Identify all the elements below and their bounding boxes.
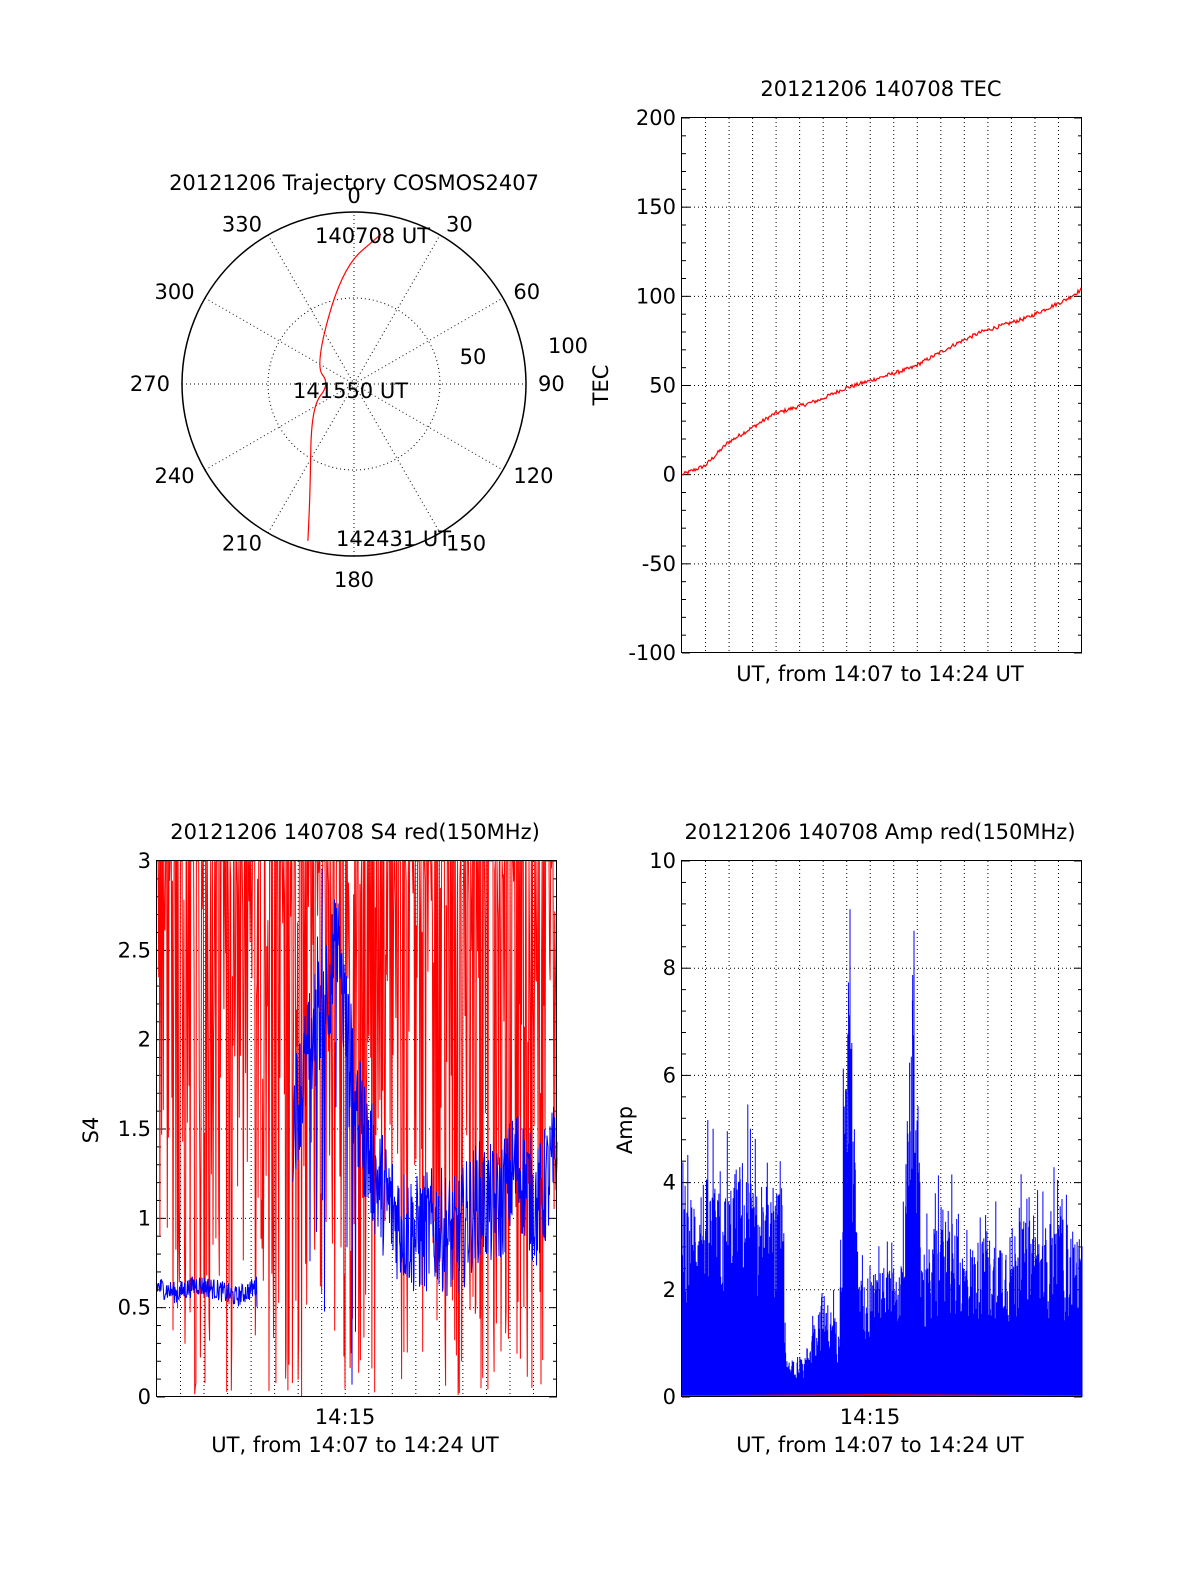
y-tick-label-1: 8: [663, 956, 676, 980]
amp-red-line: [681, 1394, 1083, 1397]
s4-y-tick-labels: 3 2.5 2 1.5 1 0.5 0: [118, 849, 151, 1409]
angle-label-300: 300: [155, 280, 195, 304]
angle-label-150: 150: [446, 531, 486, 555]
y-tick-label-3: 50: [649, 374, 676, 398]
polar-grid: [181, 211, 527, 557]
amp-blue-line: [681, 909, 1083, 1398]
angle-label-330: 330: [222, 213, 262, 237]
s4-blue-line: [156, 868, 558, 1385]
y-tick-label-5: 0.5: [118, 1296, 151, 1320]
y-tick-label-6: -100: [628, 641, 676, 665]
amp-chart: 20121206 140708 Amp red(150MHz) 1086420 …: [613, 820, 1083, 1457]
angle-label-180: 180: [334, 568, 374, 592]
y-tick-label-5: -50: [642, 552, 676, 576]
radial-label-50: 50: [460, 345, 487, 369]
amp-x-tick-label: 14:15: [840, 1405, 901, 1429]
y-tick-label-0: 3: [138, 849, 151, 873]
trajectory-end-annotation: 142431 UT: [336, 527, 451, 551]
amp-title: 20121206 140708 Amp red(150MHz): [684, 820, 1075, 844]
angle-label-60: 60: [513, 280, 540, 304]
tec-series: [681, 287, 1083, 476]
radial-label-100: 100: [548, 334, 588, 358]
trajectory-start-annotation: 140708 UT: [315, 224, 430, 248]
angle-label-210: 210: [222, 531, 262, 555]
y-tick-label-2: 6: [663, 1063, 676, 1087]
trajectory-line-0: [307, 233, 382, 541]
y-tick-label-1: 150: [636, 195, 676, 219]
y-tick-label-1: 2.5: [118, 938, 151, 962]
amp-x-axis-label: UT, from 14:07 to 14:24 UT: [736, 1433, 1024, 1457]
y-tick-label-2: 2: [138, 1028, 151, 1052]
y-tick-label-5: 0: [663, 1385, 676, 1409]
trajectory-mid-annotation: 141550 UT: [293, 379, 408, 403]
trajectory-polar-chart: 20121206 Trajectory COSMOS2407 0 30 60 90 12…: [130, 171, 588, 592]
amp-y-axis-label: Amp: [613, 1106, 637, 1154]
amp-plot-frame: [681, 860, 1082, 1397]
y-tick-label-0: 200: [636, 106, 676, 130]
angle-label-30: 30: [446, 213, 473, 237]
s4-x-axis-label: UT, from 14:07 to 14:24 UT: [211, 1433, 499, 1457]
tec-x-axis-label: UT, from 14:07 to 14:24 UT: [736, 662, 1024, 686]
tec-title: 20121206 140708 TEC: [760, 77, 1001, 101]
s4-y-axis-label: S4: [79, 1117, 103, 1144]
polar-inner-circle: [267, 297, 441, 471]
s4-plot-frame: [156, 860, 557, 1397]
polar-radial-labels: 50 100: [460, 334, 588, 369]
y-tick-label-3: 4: [663, 1171, 676, 1195]
angle-label-0: 0: [347, 184, 360, 208]
tec-grid: [682, 117, 1082, 654]
y-tick-label-2: 100: [636, 284, 676, 308]
angle-label-90: 90: [538, 372, 565, 396]
trajectory-title: 20121206 Trajectory COSMOS2407: [169, 171, 539, 195]
amp-y-tick-labels: 10 8 6 4 2 0: [649, 849, 676, 1409]
tec-plot-frame: [681, 117, 1082, 653]
y-tick-label-0: 10: [649, 849, 676, 873]
polar-angle-labels: 0 30 60 90 120 150 180 210 240 270 300 330: [130, 184, 565, 592]
trajectory-series: [307, 233, 382, 541]
s4-chart: 20121206 140708 S4 red(150MHz) 3 2.5 2 1.5 1…: [79, 820, 558, 1457]
tec-y-tick-labels: 200 150 100 50 0 -50 -100: [628, 106, 676, 665]
tec-chart: 20121206 140708 TEC 200150100500-50-100 …: [589, 77, 1083, 686]
y-tick-label-3: 1.5: [118, 1117, 151, 1141]
tec-line: [681, 287, 1083, 476]
y-tick-label-4: 0: [663, 463, 676, 487]
angle-label-270: 270: [130, 372, 170, 396]
angle-label-240: 240: [155, 464, 195, 488]
tec-y-axis-label: TEC: [589, 365, 613, 407]
s4-title: 20121206 140708 S4 red(150MHz): [170, 820, 540, 844]
polar-spoke-150: [267, 234, 441, 534]
y-tick-label-4: 1: [138, 1206, 151, 1230]
s4-x-tick-label: 14:15: [315, 1405, 376, 1429]
y-tick-label-6: 0: [138, 1385, 151, 1409]
amp-series: [681, 909, 1083, 1398]
angle-label-120: 120: [513, 464, 553, 488]
y-tick-label-4: 2: [663, 1278, 676, 1302]
